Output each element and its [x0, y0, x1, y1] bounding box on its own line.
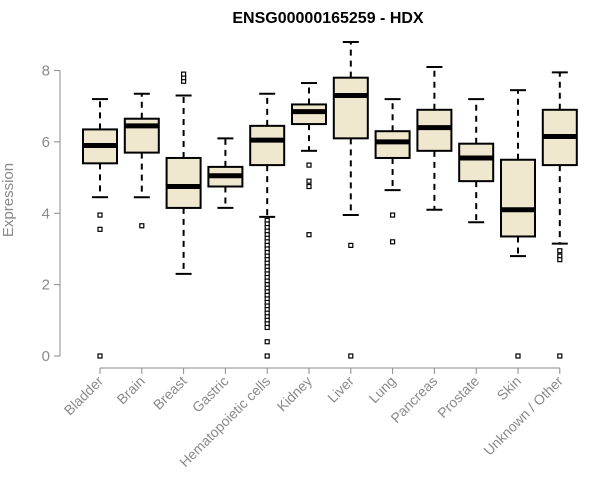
outlier-point — [390, 239, 396, 245]
y-tick-label: 6 — [42, 134, 50, 151]
box-series — [82, 41, 578, 359]
y-tick-label: 8 — [42, 63, 50, 80]
x-tick-label: Bladder — [61, 373, 107, 419]
box-group — [123, 92, 160, 229]
iqr-box — [500, 158, 536, 238]
box-group — [541, 71, 578, 359]
box-group — [291, 82, 327, 238]
outlier-point — [557, 257, 563, 263]
outlier-point — [557, 353, 563, 359]
x-tick-label: Lung — [365, 373, 398, 406]
outlier-point — [97, 353, 103, 359]
box-group — [82, 98, 118, 359]
outlier-point — [97, 212, 103, 218]
iqr-box — [458, 142, 495, 183]
iqr-box — [416, 108, 453, 152]
y-tick-label: 0 — [42, 348, 50, 365]
box-group — [165, 71, 202, 275]
box-group — [458, 98, 495, 224]
box-group — [416, 65, 453, 211]
box-group — [207, 137, 244, 209]
outlier-point — [515, 353, 521, 359]
iqr-box — [332, 76, 369, 140]
x-tick-label: Skin — [494, 373, 525, 404]
outlier-point — [306, 232, 312, 238]
iqr-box — [291, 103, 327, 126]
y-tick-label: 4 — [42, 205, 50, 222]
outlier-point — [348, 353, 354, 359]
x-tick-label: Liver — [324, 373, 357, 406]
chart-title: ENSG00000165259 - HDX — [232, 10, 424, 27]
outlier-point — [306, 162, 312, 168]
outlier-point — [348, 242, 354, 248]
outlier-point — [306, 178, 312, 184]
x-tick-label: Breast — [150, 373, 190, 413]
y-tick-label: 2 — [42, 277, 50, 294]
box-group — [249, 92, 286, 359]
x-tick-label: Prostate — [434, 373, 482, 421]
outlier-point — [390, 212, 396, 218]
y-axis-label: Expression — [0, 163, 17, 237]
x-tick-label: Kidney — [274, 373, 316, 415]
x-tick-label: Unknown / Other — [480, 373, 566, 459]
outlier-point — [264, 339, 270, 345]
box-group — [500, 89, 536, 359]
box-group — [374, 98, 411, 245]
outlier-point — [264, 324, 270, 331]
axes: 0 2 4 6 8 — [42, 63, 561, 374]
outlier-point — [181, 71, 187, 77]
box-group — [332, 41, 369, 359]
outlier-point — [306, 183, 312, 190]
outlier-point — [97, 226, 103, 232]
iqr-box — [249, 124, 286, 167]
outlier-point — [557, 248, 563, 254]
outlier-point — [139, 223, 145, 229]
outlier-point — [264, 353, 270, 359]
iqr-box — [165, 156, 202, 209]
iqr-box — [374, 130, 411, 159]
x-tick-label: Brain — [113, 373, 147, 407]
